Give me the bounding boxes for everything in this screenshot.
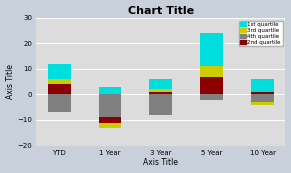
Y-axis label: Axis Title: Axis Title [6, 64, 15, 99]
Bar [251, 94, 274, 102]
Bar [48, 84, 71, 94]
X-axis label: Axis Title: Axis Title [143, 158, 178, 167]
Title: Chart Title: Chart Title [128, 6, 194, 16]
Bar [48, 64, 71, 79]
Bar [150, 92, 172, 94]
Bar [48, 79, 71, 84]
Bar [48, 94, 71, 112]
Bar [99, 87, 121, 94]
Bar [200, 33, 223, 66]
Bar [200, 66, 223, 76]
Bar [200, 76, 223, 94]
Bar [251, 92, 274, 94]
Bar [150, 79, 172, 89]
Bar [251, 79, 274, 92]
Bar [99, 94, 121, 117]
Legend: 1st quartile, 3rd quartile, 4th quartile, 2nd quartile: 1st quartile, 3rd quartile, 4th quartile… [239, 20, 283, 46]
Bar [99, 117, 121, 122]
Bar [99, 122, 121, 128]
Bar [150, 89, 172, 92]
Bar [200, 94, 223, 99]
Bar [251, 102, 274, 105]
Bar [150, 94, 172, 115]
